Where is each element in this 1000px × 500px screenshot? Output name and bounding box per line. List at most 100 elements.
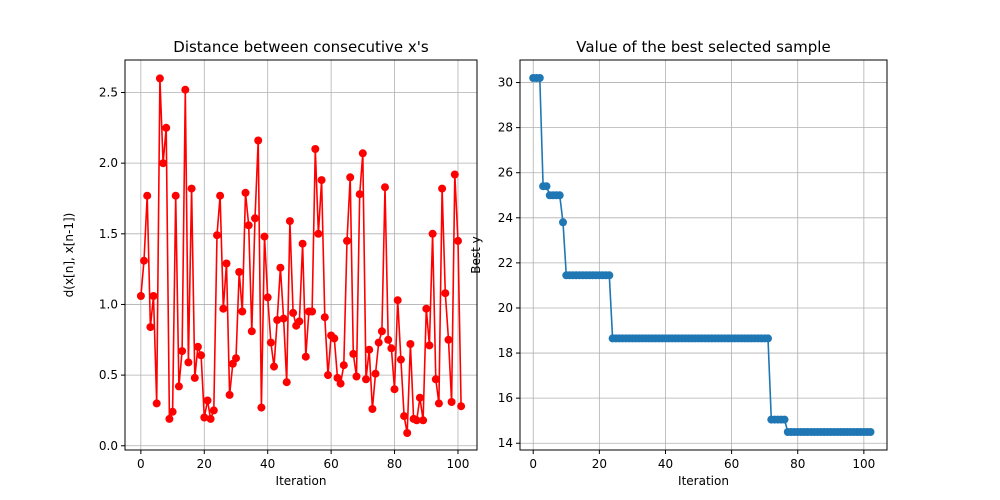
y-tick-label: 0.0 — [99, 439, 118, 453]
data-point — [555, 191, 564, 200]
data-point — [295, 317, 304, 326]
data-point — [308, 307, 317, 316]
y-tick-label: 30 — [498, 76, 513, 90]
data-point — [377, 327, 386, 336]
x-tick-label: 80 — [387, 457, 402, 471]
data-point — [165, 414, 174, 423]
data-point — [381, 183, 389, 192]
data-point — [866, 428, 875, 436]
data-point — [168, 407, 177, 416]
x-axis-ticks: 0 20 40 60 80 100 — [529, 450, 875, 471]
data-point — [365, 345, 374, 354]
data-point — [422, 304, 431, 313]
data-point — [387, 344, 396, 353]
data-point — [149, 292, 158, 300]
data-point — [285, 217, 294, 226]
x-tick-label: 20 — [197, 457, 212, 471]
data-point — [358, 149, 367, 158]
data-point — [190, 373, 199, 382]
data-point — [197, 351, 206, 360]
data-point — [159, 159, 168, 168]
y-axis-ticks: 0.0 0.5 1.0 1.5 2.0 2.5 — [99, 86, 125, 453]
data-point — [225, 390, 234, 399]
data-point — [339, 361, 348, 370]
x-tick-label: 100 — [447, 457, 470, 471]
data-point — [444, 335, 453, 344]
data-point — [447, 398, 456, 406]
data-point — [320, 313, 329, 322]
x-axis-label: Iteration — [678, 474, 729, 488]
data-point — [431, 375, 440, 384]
y-tick-label: 1.5 — [99, 227, 118, 241]
x-tick-label: 60 — [724, 457, 739, 471]
y-tick-label: 2.0 — [99, 156, 118, 170]
data-point — [171, 191, 180, 200]
data-point — [425, 341, 434, 350]
data-point — [415, 393, 424, 402]
data-point — [390, 385, 399, 394]
data-point — [384, 335, 393, 344]
data-point — [374, 338, 383, 347]
chart-title: Value of the best selected sample — [576, 38, 830, 56]
data-point — [244, 221, 253, 230]
y-tick-label: 28 — [498, 121, 513, 135]
y-tick-label: 16 — [498, 391, 513, 405]
data-point — [454, 236, 462, 245]
data-point — [270, 362, 278, 371]
data-point — [336, 379, 345, 388]
y-tick-label: 0.5 — [99, 368, 118, 382]
data-point — [200, 413, 209, 422]
x-tick-label: 40 — [658, 457, 673, 471]
y-tick-label: 22 — [498, 256, 513, 270]
x-tick-label: 0 — [529, 457, 537, 471]
data-point — [371, 369, 380, 378]
plot-area — [136, 74, 466, 437]
data-point — [247, 327, 256, 336]
data-point — [155, 74, 164, 83]
data-point — [324, 371, 332, 380]
y-axis-ticks: 14 16 18 20 22 24 26 28 30 — [498, 76, 520, 450]
data-point — [263, 293, 272, 302]
data-point — [362, 375, 370, 384]
data-point — [428, 229, 437, 238]
chart-distance: 0 20 40 60 80 100 0.0 0.5 1.0 1.5 2.0 2.5 Distance… — [62, 38, 478, 488]
data-point — [406, 340, 415, 348]
y-tick-label: 1.0 — [99, 297, 118, 311]
data-point — [412, 416, 421, 425]
data-point — [216, 191, 225, 200]
data-point — [396, 355, 405, 364]
x-tick-label: 60 — [323, 457, 338, 471]
data-point — [193, 342, 202, 351]
y-tick-label: 2.5 — [99, 86, 118, 100]
data-point — [162, 123, 171, 132]
x-axis-label: Iteration — [276, 474, 327, 488]
series-line — [140, 78, 462, 434]
data-point — [355, 190, 364, 199]
data-point — [298, 239, 307, 248]
data-point — [152, 399, 161, 408]
data-point — [314, 229, 323, 238]
data-point — [311, 145, 320, 153]
data-point — [403, 429, 412, 437]
y-tick-label: 24 — [498, 211, 513, 225]
data-point — [780, 415, 789, 424]
data-point — [368, 405, 377, 413]
data-point — [282, 378, 291, 387]
x-tick-label: 20 — [592, 457, 607, 471]
chart-best-y: 0 20 40 60 80 100 14 16 18 20 22 24 26 28 30 Value of… — [469, 38, 888, 488]
data-point — [276, 263, 285, 272]
data-point — [187, 184, 196, 193]
data-point — [441, 289, 450, 298]
data-point — [140, 256, 148, 265]
y-axis-label: Best y — [469, 236, 483, 274]
data-point — [266, 338, 275, 347]
chart-title: Distance between consecutive x's — [173, 38, 429, 56]
y-tick-label: 26 — [498, 166, 513, 180]
data-point — [232, 354, 240, 363]
y-tick-label: 20 — [498, 301, 513, 315]
plot-area — [529, 74, 875, 436]
data-point — [450, 170, 459, 179]
data-point — [393, 296, 402, 305]
y-tick-label: 18 — [498, 346, 513, 360]
